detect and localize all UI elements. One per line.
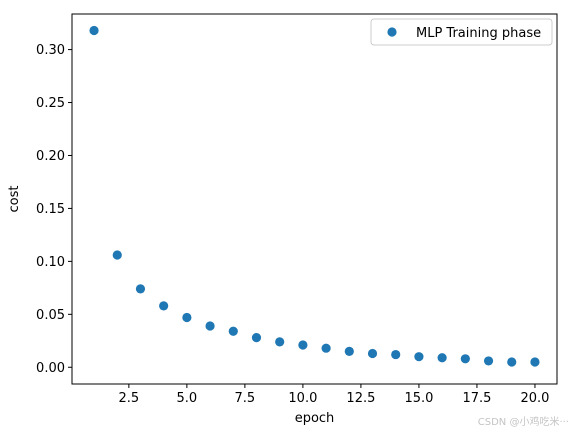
legend-label: MLP Training phase [416, 26, 541, 41]
y-tick-label: 0.25 [36, 96, 65, 111]
data-point [298, 340, 308, 350]
y-tick-label: 0.00 [36, 361, 65, 376]
data-points [89, 25, 540, 367]
x-tick-label: 12.5 [346, 391, 375, 406]
data-point [112, 250, 122, 260]
x-tick-label: 17.5 [462, 391, 491, 406]
data-point [321, 343, 331, 353]
data-point [414, 352, 424, 362]
legend-box [370, 18, 553, 46]
y-tick-label: 0.05 [36, 308, 65, 323]
x-tick-label: 15.0 [404, 391, 433, 406]
y-tick-label: 0.30 [36, 43, 65, 58]
data-point [89, 25, 99, 36]
y-axis-label: cost [7, 186, 22, 213]
data-point [205, 321, 215, 331]
plot-area-frame [71, 13, 558, 385]
data-point [159, 301, 169, 311]
x-tick-label: 7.5 [235, 391, 256, 406]
x-axis-label: epoch [295, 411, 335, 426]
data-point [135, 284, 146, 294]
data-point [437, 353, 447, 363]
data-point [182, 312, 192, 323]
y-tick-label: 0.10 [36, 255, 65, 270]
x-tick-label: 2.5 [119, 391, 140, 406]
y-tick-label: 0.15 [36, 202, 65, 217]
data-point [367, 348, 378, 359]
data-point [530, 357, 540, 367]
data-point [507, 357, 517, 367]
data-point [251, 333, 262, 343]
x-tick-label: 5.0 [177, 391, 198, 406]
x-tick-label: 20.0 [520, 391, 549, 406]
data-point [483, 356, 494, 366]
data-point [275, 337, 285, 347]
data-point [391, 349, 401, 360]
legend-marker-icon [387, 27, 397, 37]
watermark: CSDN @小鸡吃米··· [478, 415, 569, 428]
x-tick-label: 10.0 [288, 391, 317, 406]
y-axis-ticks: 0.00 0.05 0.10 0.15 0.20 0.25 0.30 [36, 43, 72, 376]
data-point [344, 346, 354, 356]
y-tick-label: 0.20 [36, 149, 65, 164]
x-axis-ticks: 2.5 5.0 7.5 10.0 12.5 15.0 17.5 20.0 [119, 384, 549, 406]
legend: MLP Training phase [370, 18, 553, 46]
data-point [228, 326, 238, 336]
data-point [460, 354, 470, 364]
